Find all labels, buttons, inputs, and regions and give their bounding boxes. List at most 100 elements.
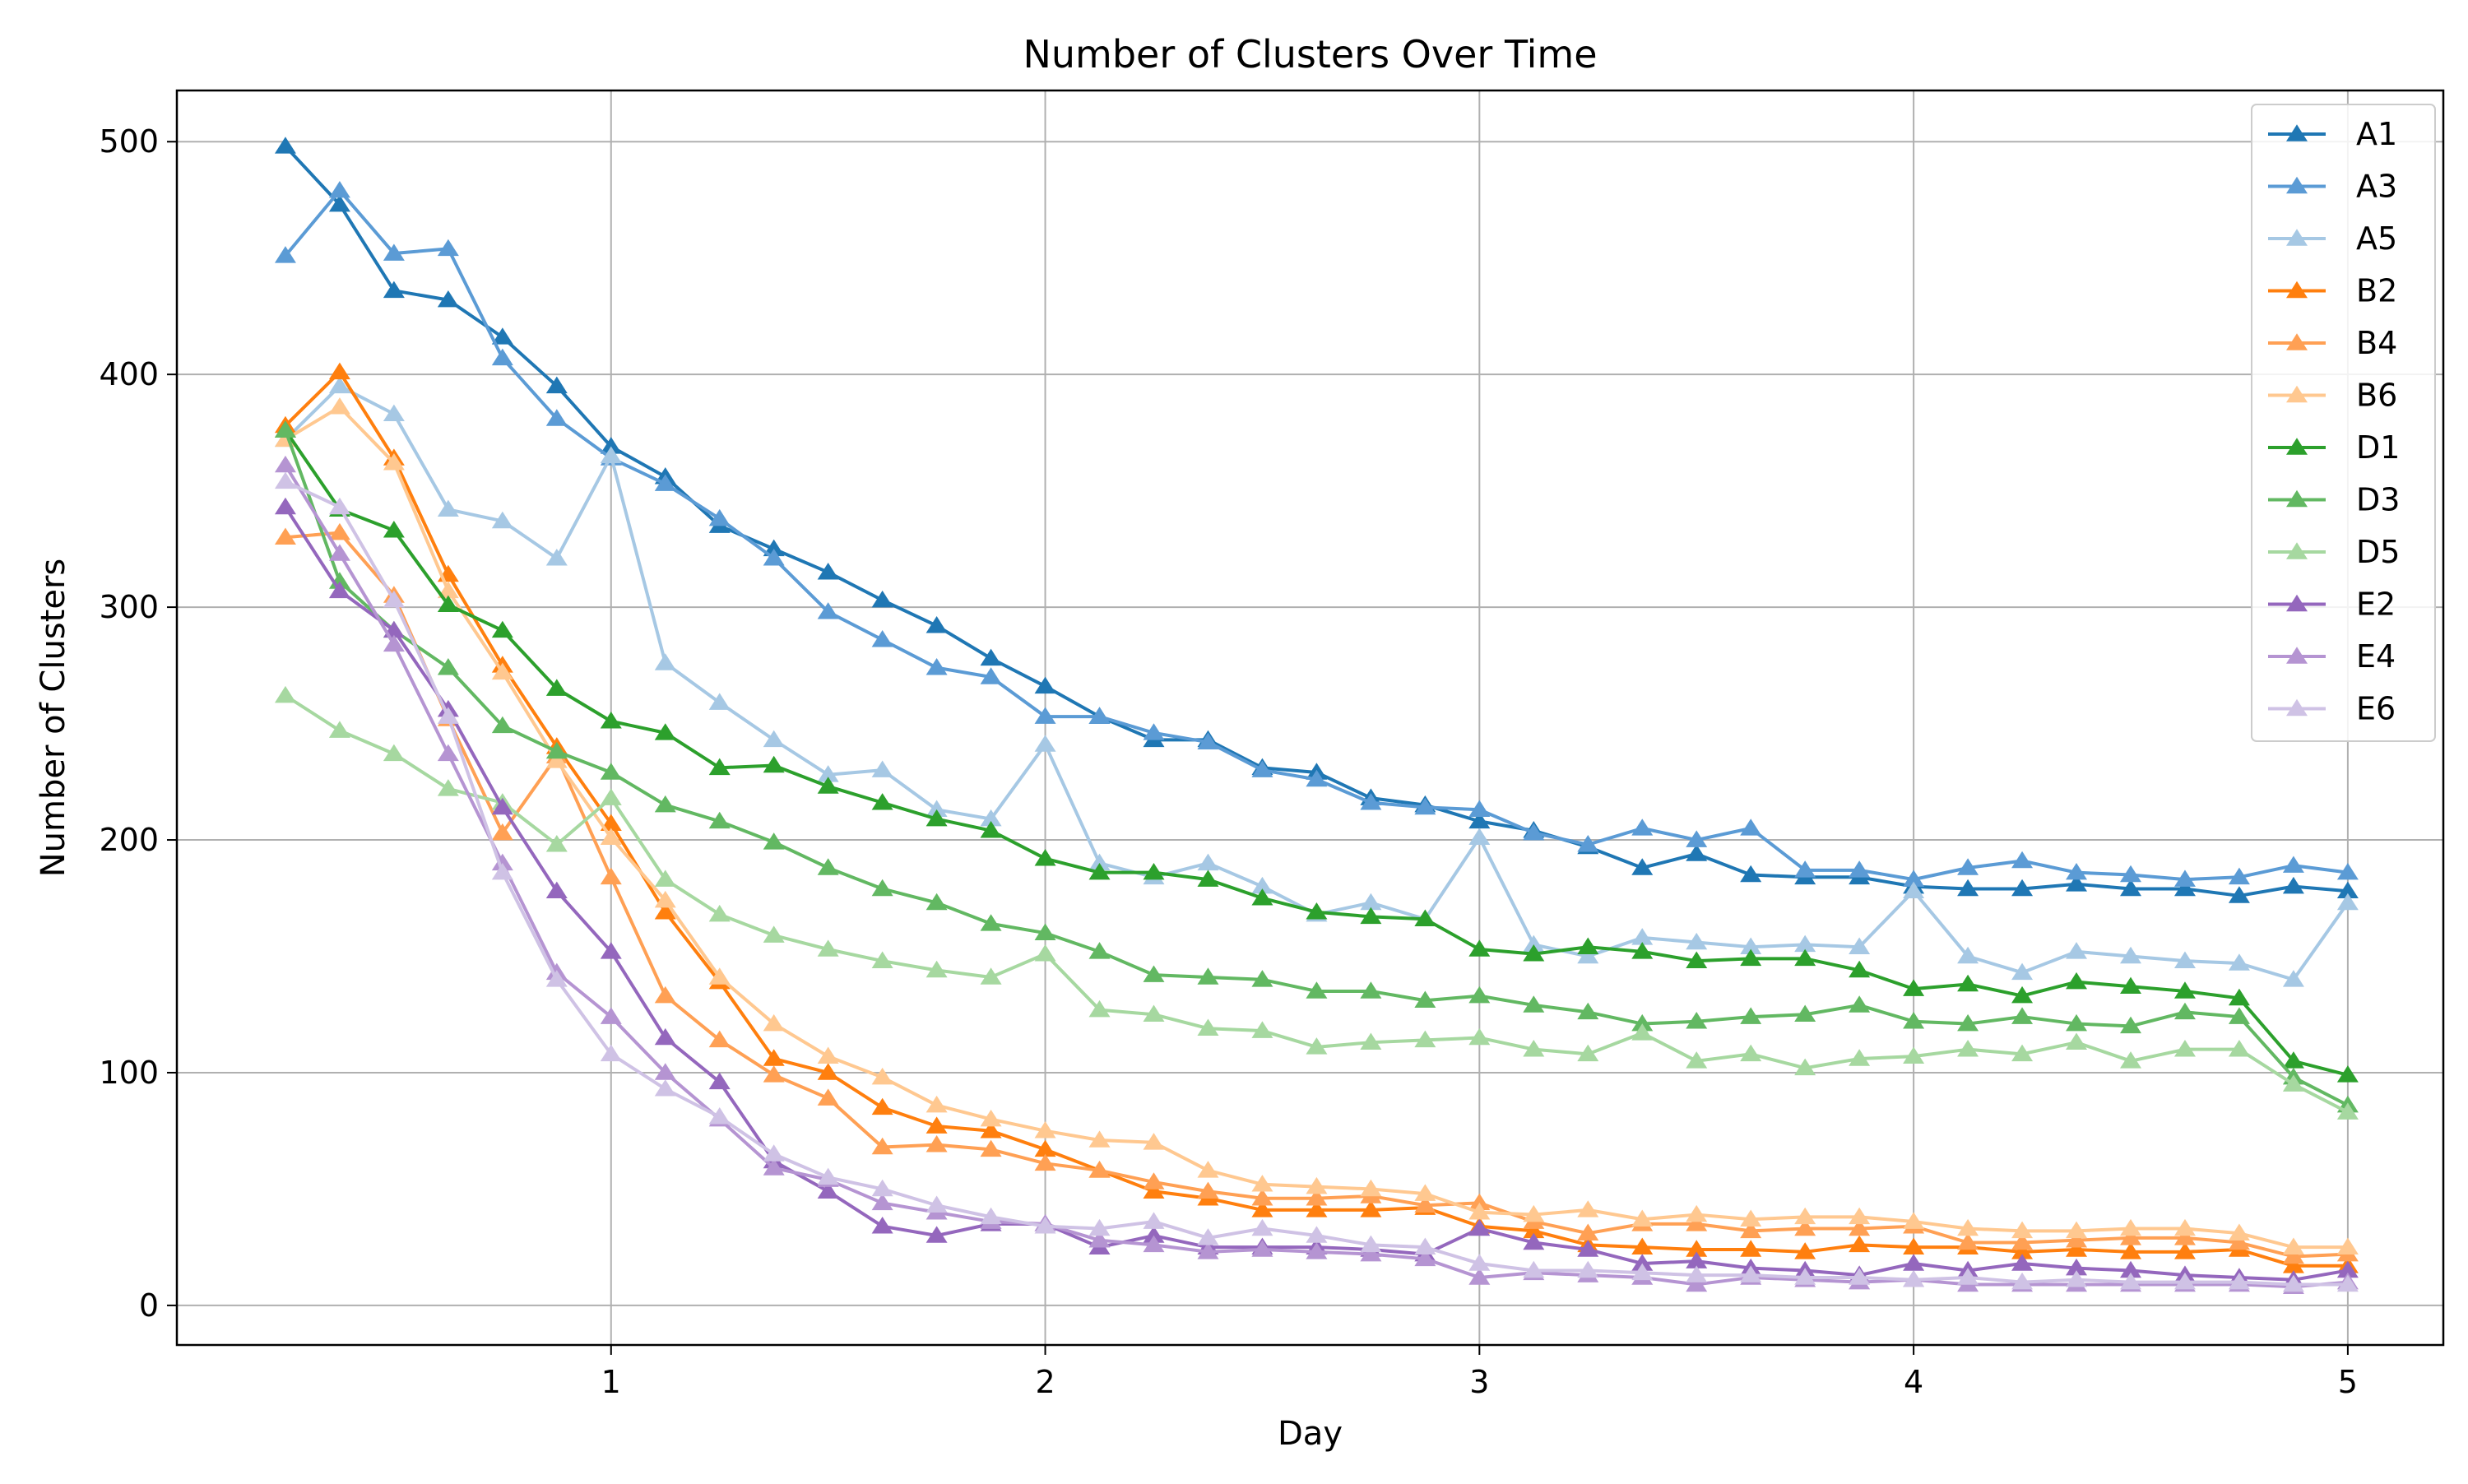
legend-marker	[2286, 647, 2308, 664]
data-point	[1631, 1254, 1654, 1271]
data-point	[1686, 1012, 1708, 1029]
data-point	[274, 137, 296, 154]
y-tick-label: 100	[99, 1055, 159, 1091]
axis-ticks: 1 2 3 4 5 0 100 200 300 400 500	[99, 123, 2358, 1400]
data-point	[2228, 867, 2250, 885]
data-point	[1794, 934, 1816, 953]
data-point	[2173, 1242, 2196, 1259]
data-point	[1631, 1023, 1654, 1041]
data-point	[2011, 1254, 2034, 1271]
data-point	[1686, 1051, 1708, 1069]
data-point	[1523, 995, 1545, 1013]
data-point	[2173, 870, 2196, 887]
legend-marker	[2286, 438, 2308, 455]
data-point	[817, 765, 839, 782]
data-point	[1088, 1218, 1111, 1236]
data-point	[1197, 853, 1219, 871]
data-point	[2066, 1240, 2088, 1257]
data-point	[1686, 1214, 1708, 1231]
data-point	[600, 763, 622, 780]
data-point	[871, 590, 893, 608]
data-point	[2228, 1007, 2250, 1024]
legend-item-b6: B6	[2268, 378, 2397, 414]
data-point	[1143, 1235, 1165, 1253]
data-point	[1306, 1176, 1328, 1194]
data-point	[1794, 1207, 1816, 1225]
data-point	[763, 1144, 785, 1162]
data-point	[817, 939, 839, 957]
data-point	[763, 832, 785, 850]
data-point	[274, 685, 296, 703]
data-point	[1360, 1179, 1382, 1197]
legend-marker	[2286, 333, 2308, 350]
data-point	[1740, 1044, 1762, 1062]
data-point	[871, 1217, 893, 1234]
data-point	[383, 243, 405, 261]
data-point	[1468, 1193, 1491, 1211]
data-point	[926, 960, 948, 978]
legend-label: A1	[2356, 116, 2397, 152]
data-point	[1686, 932, 1708, 950]
data-point	[1631, 858, 1654, 875]
data-point	[383, 452, 405, 471]
data-point	[1468, 1027, 1491, 1046]
legend-label: D5	[2356, 534, 2400, 570]
data-point	[1957, 974, 1979, 992]
y-tick-label: 500	[99, 123, 159, 160]
data-point	[1686, 1251, 1708, 1268]
data-point	[1523, 1221, 1545, 1239]
data-point	[1251, 1189, 1273, 1206]
data-point	[1849, 1207, 1871, 1225]
legend-label: E4	[2356, 638, 2396, 675]
legend: A1 A3 A5 B2 B4 B6 D1 D3 D5 E2 E4 E6	[2251, 104, 2436, 742]
data-point	[817, 602, 839, 619]
data-point	[1903, 1254, 1925, 1271]
x-tick-label: 3	[1469, 1364, 1489, 1400]
data-point	[1577, 1002, 1599, 1020]
data-point	[491, 511, 513, 529]
data-point	[1577, 1200, 1599, 1217]
data-point	[1740, 1240, 1762, 1257]
data-point	[545, 409, 568, 426]
data-point	[1849, 860, 1871, 878]
data-point	[1631, 819, 1654, 836]
data-point	[871, 1067, 893, 1085]
data-point	[1360, 1200, 1382, 1217]
data-point	[1686, 1204, 1708, 1222]
legend-marker	[2286, 698, 2308, 716]
data-point	[2282, 856, 2304, 873]
data-point	[1794, 1268, 1816, 1285]
data-point	[600, 867, 622, 885]
data-point	[2228, 988, 2250, 1006]
data-point	[1414, 1195, 1436, 1213]
data-point	[1251, 876, 1273, 894]
data-point	[2173, 1218, 2196, 1236]
data-point	[1903, 870, 1925, 887]
data-point	[763, 548, 785, 566]
data-point	[491, 662, 513, 680]
data-point	[871, 760, 893, 777]
data-point	[2011, 1007, 2034, 1024]
data-point	[1034, 944, 1056, 962]
data-point	[1143, 1004, 1165, 1023]
data-point	[654, 870, 676, 887]
data-point	[2066, 1221, 2088, 1239]
data-point	[708, 811, 731, 829]
data-point	[980, 1121, 1002, 1139]
data-point	[1957, 1268, 1979, 1285]
legend-frame	[2251, 104, 2436, 742]
legend-label: B2	[2356, 273, 2397, 309]
data-point	[1523, 1232, 1545, 1250]
legend-item-a1: A1	[2268, 116, 2397, 152]
data-point	[1143, 723, 1165, 740]
data-point	[437, 744, 459, 762]
data-point	[817, 1181, 839, 1199]
data-point	[2336, 893, 2359, 911]
data-point	[926, 657, 948, 675]
data-point	[871, 1097, 893, 1115]
data-point	[2282, 1074, 2304, 1092]
data-point	[328, 362, 350, 380]
data-point	[2120, 946, 2141, 964]
data-point	[1794, 1004, 1816, 1023]
